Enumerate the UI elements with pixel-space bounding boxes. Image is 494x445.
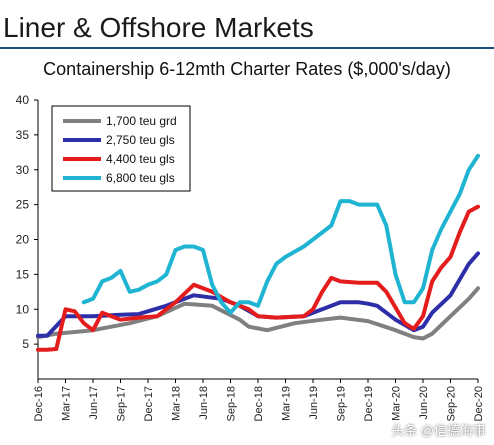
y-tick-label: 20	[16, 233, 30, 247]
y-tick-label: 25	[16, 198, 30, 212]
y-tick-label: 35	[16, 128, 30, 142]
watermark: 头条 @信德海事	[391, 423, 486, 438]
y-tick-label: 30	[16, 163, 30, 177]
legend-label: 4,400 teu gls	[106, 152, 175, 166]
page-title: Liner & Offshore Markets	[3, 12, 314, 43]
x-tick-label: Mar-17	[61, 386, 73, 421]
chart-legend: 1,700 teu grd 2,750 teu gls 4,400 teu gls 6…	[51, 105, 191, 192]
x-tick-label: Dec-16	[33, 386, 45, 421]
legend-label: 6,800 teu gls	[106, 171, 175, 185]
series-line-4-400-teu-gls	[36, 204, 480, 352]
chart-series	[36, 153, 480, 352]
x-tick-label: Jun-18	[198, 386, 210, 420]
y-tick-label: 10	[16, 302, 30, 316]
x-tick-label: Sep-18	[226, 386, 238, 421]
x-tick-label: Dec-20	[473, 386, 485, 421]
x-tick-label: Sep-17	[116, 386, 128, 421]
header-rule	[0, 47, 494, 49]
x-tick-label: Mar-20	[391, 386, 403, 421]
series-line-2-750-teu-gls	[36, 251, 480, 338]
x-tick-label: Dec-18	[253, 386, 265, 421]
chart-axes: 5 10 15 20 25 30 35 40 Dec-16 Mar-17 Jun-17 Sep-17 D…	[16, 93, 485, 421]
x-tick-label: Jun-20	[418, 386, 430, 420]
x-tick-label: Jun-17	[88, 386, 100, 420]
x-tick-label: Dec-19	[363, 386, 375, 421]
chart-title: Containership 6-12mth Charter Rates ($,0…	[43, 59, 451, 79]
legend-label: 2,750 teu gls	[106, 133, 175, 147]
x-tick-label: Dec-17	[143, 386, 155, 421]
x-tick-label: Jun-19	[308, 386, 320, 420]
legend-label: 1,700 teu grd	[106, 114, 177, 128]
series-line-1-700-teu-grd	[36, 286, 480, 341]
x-tick-label: Mar-18	[171, 386, 183, 421]
x-tick-label: Mar-19	[281, 386, 293, 421]
x-tick-label: Sep-19	[336, 386, 348, 421]
y-tick-label: 15	[16, 267, 30, 281]
y-tick-label: 5	[22, 337, 29, 351]
series-line-6-800-teu-gls	[81, 153, 480, 315]
x-tick-label: Sep-20	[446, 386, 458, 421]
y-tick-label: 40	[16, 93, 30, 107]
